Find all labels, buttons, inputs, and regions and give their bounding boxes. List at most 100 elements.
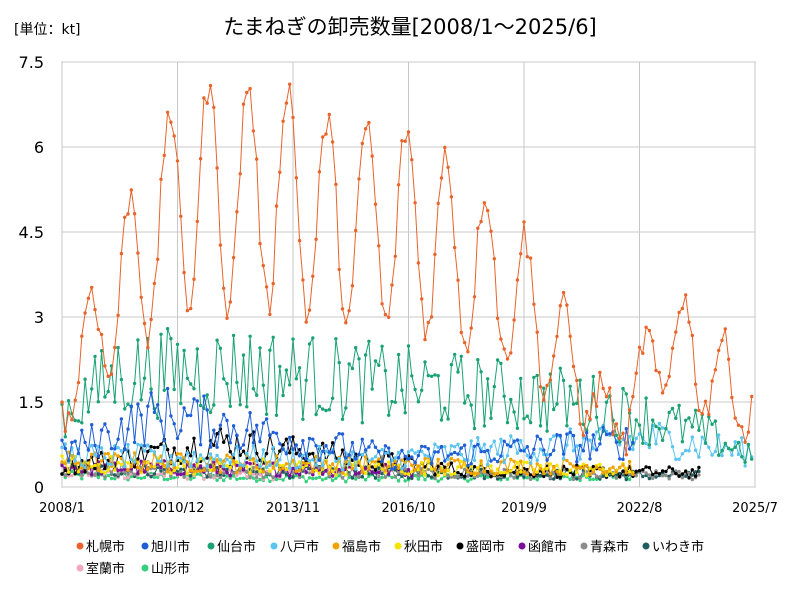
data-point [525, 255, 529, 259]
data-point [571, 402, 576, 406]
data-point [304, 479, 308, 484]
data-point [367, 474, 371, 478]
data-point [687, 471, 691, 475]
data-point [205, 475, 209, 479]
data-point [624, 427, 628, 431]
data-point [545, 458, 549, 462]
data-point [429, 315, 434, 319]
data-point [446, 417, 450, 421]
data-point [119, 449, 124, 453]
data-point [410, 448, 414, 452]
data-point [245, 460, 249, 465]
data-point [489, 475, 493, 479]
data-point [175, 452, 180, 456]
data-point [515, 472, 520, 476]
data-point [710, 379, 714, 383]
legend-marker [141, 564, 149, 572]
data-point [585, 463, 589, 468]
data-point [179, 452, 183, 456]
data-point [509, 469, 513, 473]
data-point [123, 407, 127, 411]
data-point [594, 448, 599, 452]
data-point [383, 312, 388, 317]
data-point [271, 465, 275, 470]
data-point [482, 469, 487, 474]
data-point [228, 460, 232, 465]
data-point [132, 451, 137, 455]
data-point [416, 464, 421, 468]
data-point [90, 443, 94, 448]
data-point [588, 466, 592, 470]
data-point [106, 462, 110, 466]
data-point [525, 445, 529, 449]
data-point [208, 465, 213, 469]
data-point [261, 263, 265, 268]
data-point [363, 478, 368, 482]
data-point [505, 454, 510, 458]
data-point [268, 463, 272, 467]
data-point [565, 467, 569, 472]
data-point [532, 447, 536, 451]
data-point [241, 464, 246, 468]
data-point [608, 432, 612, 436]
data-point [301, 417, 305, 421]
data-point [347, 309, 351, 313]
data-point [354, 228, 358, 233]
data-point [684, 474, 688, 478]
data-point [730, 453, 734, 457]
data-point [449, 363, 454, 367]
legend-item: 札幌市 [76, 539, 125, 555]
data-point [330, 140, 335, 144]
data-point [162, 439, 166, 443]
data-point [192, 397, 196, 401]
data-point [126, 427, 130, 431]
data-point [347, 473, 351, 477]
data-point [264, 451, 269, 456]
data-point [423, 478, 427, 482]
data-point [165, 447, 170, 452]
data-point [103, 422, 107, 426]
data-point [644, 325, 648, 329]
data-point [495, 477, 500, 481]
data-point [284, 101, 289, 105]
data-point [459, 452, 463, 457]
data-point [307, 476, 312, 480]
data-point [509, 351, 513, 355]
data-point [555, 402, 559, 406]
data-point [321, 449, 325, 453]
data-point [218, 243, 223, 247]
data-point [723, 327, 727, 331]
data-point [297, 468, 302, 473]
data-point [505, 469, 510, 473]
data-point [222, 464, 226, 469]
data-point [238, 453, 242, 457]
data-point [261, 421, 265, 425]
data-point [594, 477, 599, 481]
data-point [469, 471, 473, 476]
data-point [459, 472, 463, 477]
data-point [205, 393, 209, 397]
data-point [651, 418, 655, 422]
data-point [281, 478, 285, 482]
data-point [370, 439, 374, 443]
data-point [106, 451, 110, 456]
data-point [627, 447, 632, 451]
data-point [93, 466, 97, 471]
data-point [360, 470, 364, 474]
data-point [545, 383, 549, 388]
data-point [278, 468, 282, 472]
data-point [245, 428, 249, 432]
data-point [360, 421, 364, 425]
data-point [189, 469, 193, 473]
data-point [222, 459, 226, 463]
data-point [433, 467, 437, 472]
data-point [443, 465, 447, 469]
data-point [677, 403, 681, 408]
data-point [60, 445, 64, 450]
data-point [314, 237, 318, 241]
data-point [690, 468, 694, 472]
data-point [152, 475, 157, 479]
data-point [202, 457, 206, 461]
data-point [532, 302, 536, 306]
data-point [396, 466, 401, 470]
